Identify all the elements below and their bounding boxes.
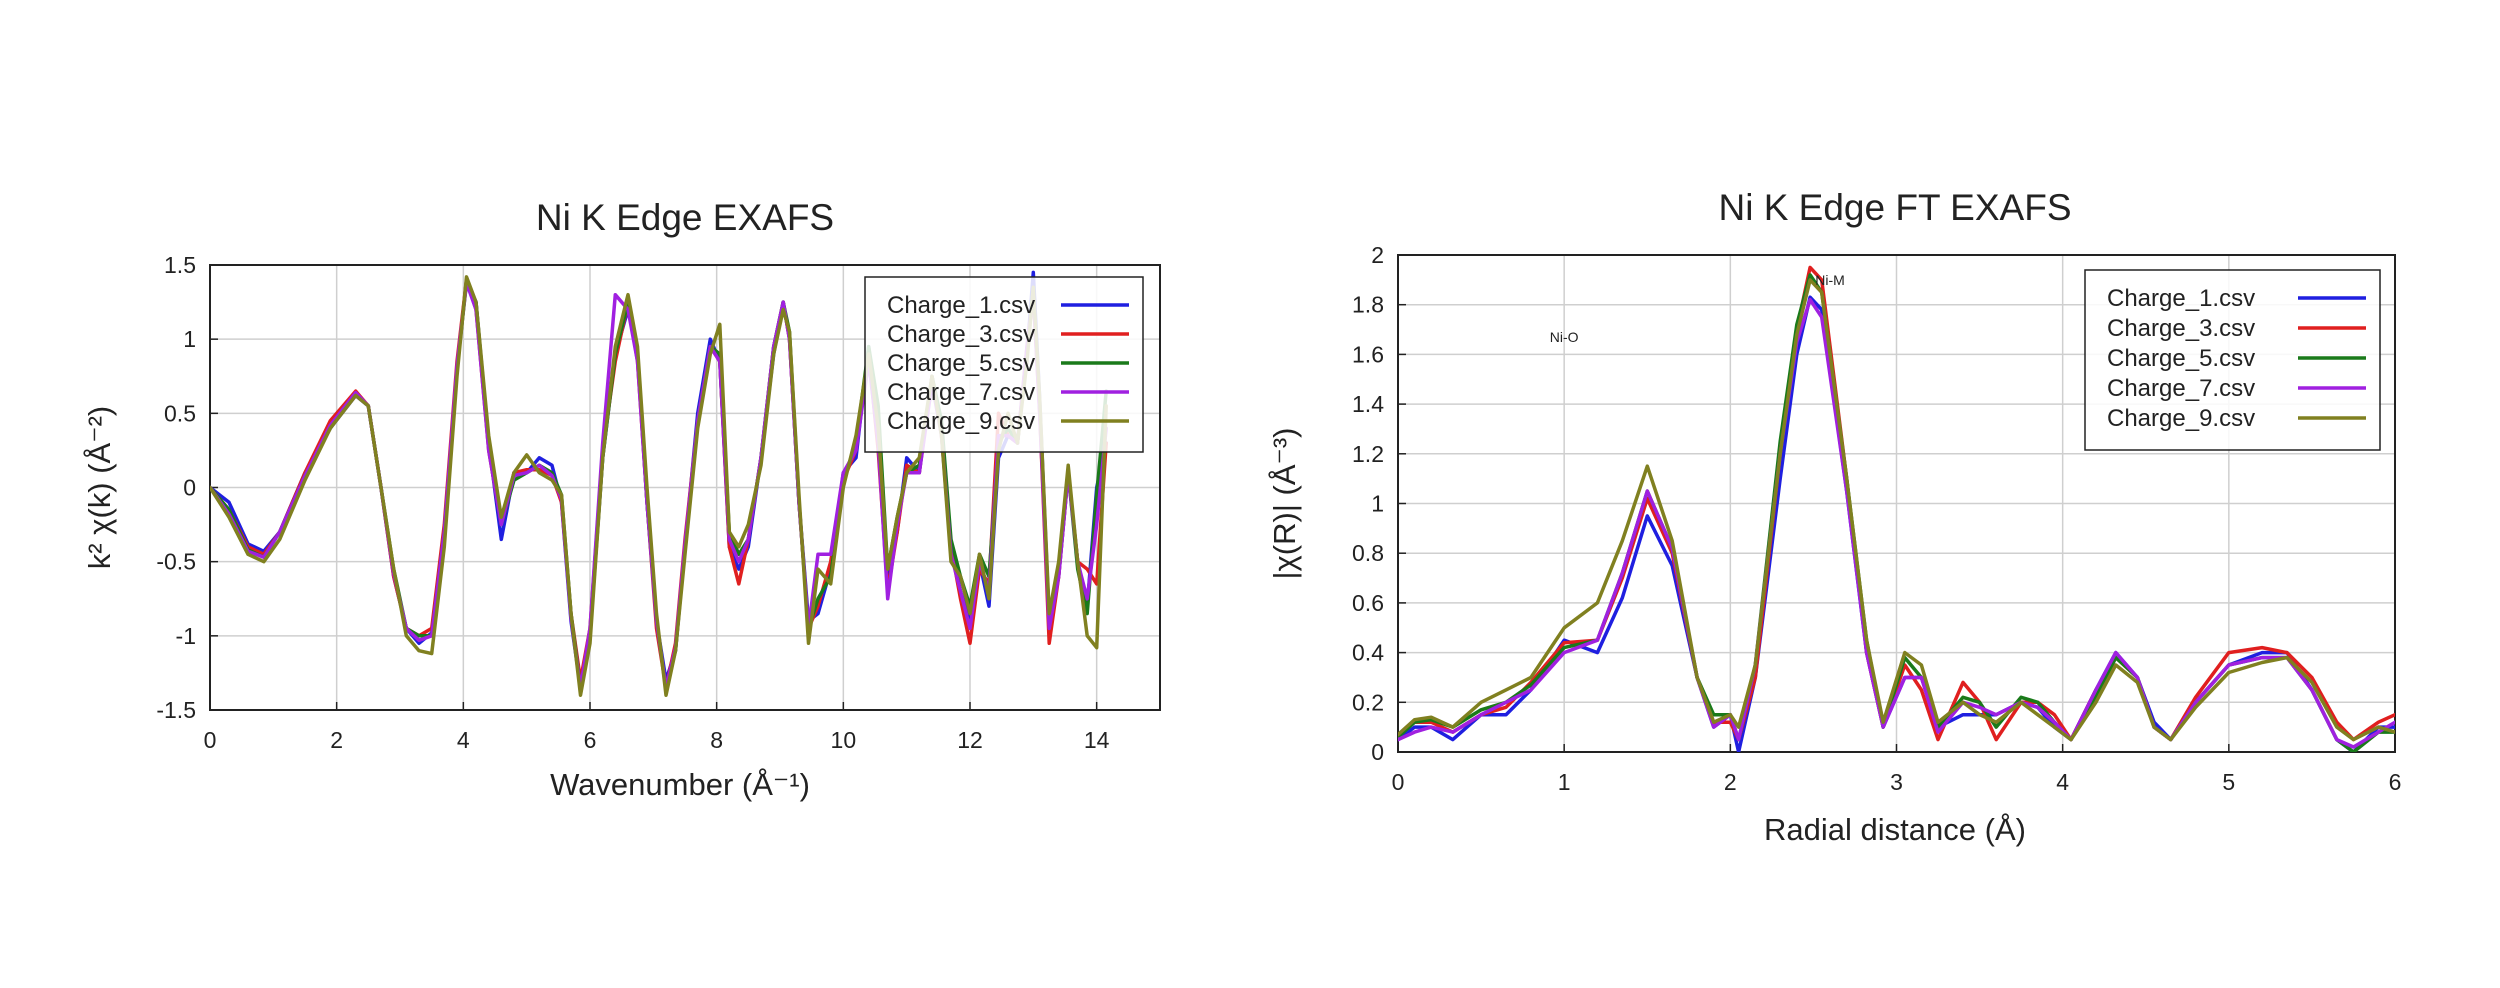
y-tick-label: 2 bbox=[1371, 242, 1384, 268]
chart-title: Ni K Edge FT EXAFS bbox=[1719, 187, 2072, 228]
y-tick-label: 0.2 bbox=[1352, 689, 1384, 715]
y-tick-label: 1 bbox=[1371, 491, 1384, 517]
chart-1: 0 2 4 6 8 10 12 14 -1.5 -1 -0.5 0 0.5 1 1.5 Ni K Edge E… bbox=[82, 197, 1161, 802]
x-tick-label: 2 bbox=[330, 727, 343, 753]
y-tick-label: 0 bbox=[1371, 739, 1384, 765]
x-axis-label: Wavenumber (Å⁻¹) bbox=[550, 767, 810, 802]
x-tick-label: 10 bbox=[831, 727, 857, 753]
y-tick-label: -0.5 bbox=[156, 549, 196, 575]
legend-entry-label: Charge_7.csv bbox=[887, 379, 1035, 406]
legend-entry-label: Charge_9.csv bbox=[2107, 405, 2255, 432]
y-tick-label: -1.5 bbox=[156, 697, 196, 723]
x-tick-label: 14 bbox=[1084, 727, 1110, 753]
x-tick-label: 12 bbox=[957, 727, 983, 753]
y-tick-label: 0 bbox=[183, 475, 196, 501]
legend-entry-label: Charge_1.csv bbox=[887, 292, 1035, 319]
x-tick-label: 2 bbox=[1724, 769, 1737, 795]
x-tick-label: 0 bbox=[204, 727, 217, 753]
legend-entry-label: Charge_3.csv bbox=[887, 321, 1035, 348]
x-tick-label: 6 bbox=[2389, 769, 2402, 795]
x-tick-label: 5 bbox=[2222, 769, 2235, 795]
y-tick-label: 1 bbox=[183, 326, 196, 352]
y-tick-label: 1.2 bbox=[1352, 441, 1384, 467]
y-tick-label: 1.5 bbox=[164, 252, 196, 278]
y-tick-label: 0.4 bbox=[1352, 640, 1384, 666]
legend-entry-label: Charge_1.csv bbox=[2107, 285, 2255, 312]
legend-entry-label: Charge_3.csv bbox=[2107, 315, 2255, 342]
y-tick-label: 0.6 bbox=[1352, 590, 1384, 616]
chart-title: Ni K Edge EXAFS bbox=[536, 197, 834, 238]
legend-entry-label: Charge_5.csv bbox=[2107, 345, 2255, 372]
legend-entry-label: Charge_9.csv bbox=[887, 408, 1035, 435]
x-tick-label: 0 bbox=[1392, 769, 1405, 795]
peak-annotation: Ni-M bbox=[1815, 272, 1845, 288]
x-tick-label: 4 bbox=[457, 727, 470, 753]
x-tick-label: 3 bbox=[1890, 769, 1903, 795]
x-tick-label: 8 bbox=[710, 727, 723, 753]
x-tick-label: 1 bbox=[1558, 769, 1571, 795]
x-tick-label: 4 bbox=[2056, 769, 2069, 795]
y-axis-label: k² χ(k) (Å⁻²) bbox=[82, 406, 117, 569]
x-tick-label: 6 bbox=[584, 727, 597, 753]
y-tick-label: 0.5 bbox=[164, 400, 196, 426]
chart-2: 0 1 2 3 4 5 6 0 0.2 0.4 0.6 0.8 1 1.2 1.4 1.6 1.8 2 Ni K E… bbox=[1267, 187, 2401, 847]
x-axis-label: Radial distance (Å) bbox=[1764, 812, 2026, 847]
legend-box bbox=[2084, 269, 2381, 451]
legend-entry-label: Charge_7.csv bbox=[2107, 375, 2255, 402]
legend-entry-label: Charge_5.csv bbox=[887, 350, 1035, 377]
y-axis-label: |χ(R)| (Å⁻³) bbox=[1267, 427, 1302, 579]
y-tick-label: 1.8 bbox=[1352, 292, 1384, 318]
series-line-charge-7-csv bbox=[1398, 297, 2395, 749]
y-tick-label: -1 bbox=[176, 623, 196, 649]
series-line-charge-9-csv bbox=[210, 275, 1108, 697]
y-tick-label: 1.4 bbox=[1352, 391, 1384, 417]
y-tick-label: 0.8 bbox=[1352, 540, 1384, 566]
y-tick-label: 1.6 bbox=[1352, 341, 1384, 367]
series-line-charge-9-csv bbox=[1398, 278, 2395, 742]
peak-annotation: Ni-O bbox=[1550, 329, 1579, 345]
